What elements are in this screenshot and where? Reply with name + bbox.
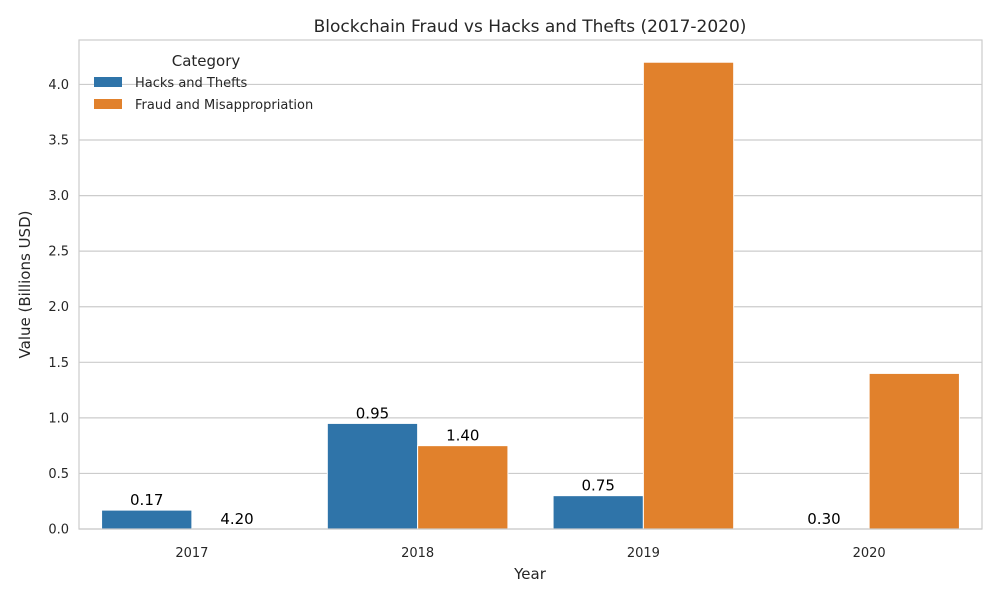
plot-background	[79, 40, 982, 529]
y-tick-label: 1.0	[48, 411, 69, 426]
x-tick-label: 2020	[853, 546, 886, 561]
data-label: 4.20	[220, 510, 253, 528]
data-label: 0.17	[130, 491, 163, 509]
x-axis-title: Year	[513, 565, 547, 583]
bar-hacks-2018	[326, 422, 419, 530]
bar-hacks-2017	[101, 509, 193, 530]
y-tick-labels: 0.0 0.5 1.0 1.5 2.0 2.5 3.0 3.5 4.0	[48, 78, 69, 538]
y-tick-label: 1.5	[48, 356, 69, 371]
bars	[101, 61, 960, 530]
bar-fraud-2019	[642, 61, 735, 530]
y-tick-label: 4.0	[48, 78, 69, 93]
y-tick-label: 0.0	[48, 523, 69, 538]
y-axis-title: Value (Billions USD)	[16, 211, 34, 359]
gridlines	[79, 83, 982, 530]
x-tick-label: 2017	[175, 546, 208, 561]
legend-swatch-hacks	[94, 77, 122, 87]
y-tick-label: 0.5	[48, 467, 69, 482]
y-tick-label: 2.0	[48, 300, 69, 315]
bar-hacks-2019	[552, 495, 644, 530]
chart-title: Blockchain Fraud vs Hacks and Thefts (20…	[314, 17, 747, 37]
legend-label-hacks: Hacks and Thefts	[135, 76, 248, 91]
data-label: 0.75	[582, 477, 615, 495]
legend-title: Category	[172, 52, 241, 70]
data-labels: 0.17 0.95 0.75 0.30 4.20 1.40	[130, 404, 841, 528]
x-tick-label: 2018	[401, 546, 434, 561]
data-label: 0.95	[356, 404, 389, 422]
y-tick-label: 2.5	[48, 245, 69, 260]
plot-frame	[78, 39, 983, 530]
legend-label-fraud: Fraud and Misappropriation	[135, 98, 313, 113]
x-tick-label: 2019	[627, 546, 660, 561]
bar-fraud-2018	[417, 445, 509, 530]
y-tick-label: 3.0	[48, 189, 69, 204]
data-label: 0.30	[807, 510, 840, 528]
legend-swatch-fraud	[94, 99, 122, 109]
x-tick-labels: 2017 2018 2019 2020	[175, 546, 885, 561]
data-label: 1.40	[446, 427, 479, 445]
bar-fraud-2020	[868, 372, 960, 530]
y-tick-label: 3.5	[48, 134, 69, 149]
legend: Category Hacks and Thefts Fraud and Misa…	[94, 52, 313, 113]
